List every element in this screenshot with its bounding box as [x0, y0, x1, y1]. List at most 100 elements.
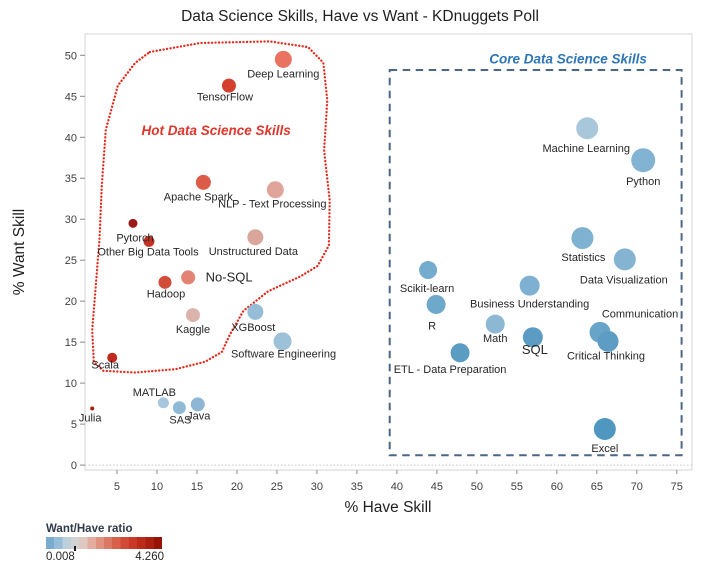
x-tick-label-20: 20 — [231, 481, 243, 493]
point-label-scala: Scala — [91, 360, 119, 372]
x-tick-label-50: 50 — [471, 481, 483, 493]
point-label-hadoop: Hadoop — [147, 288, 186, 300]
legend-max-label: 4.260 — [135, 551, 164, 563]
point-label-communication: Communication — [602, 308, 678, 320]
y-tick-label-0: 0 — [71, 460, 77, 472]
point-label-no-sql: No-SQL — [206, 269, 253, 284]
y-tick-label-35: 35 — [65, 173, 77, 185]
x-tick-label-55: 55 — [511, 481, 523, 493]
bubble-hadoop — [158, 275, 172, 289]
bubble-critical-thinking — [597, 330, 619, 352]
point-label-machine-learning: Machine Learning — [543, 143, 630, 155]
x-tick-label-15: 15 — [191, 481, 203, 493]
point-label-pytorch: Pytorch — [116, 232, 153, 244]
point-label-sas: SAS — [169, 415, 191, 427]
hot-data-science-skills-label: Hot Data Science Skills — [142, 123, 292, 138]
bubble-julia — [90, 406, 95, 411]
bubble-apache-spark — [195, 174, 211, 190]
bubble-scikit-learn — [419, 261, 438, 280]
y-tick-label-15: 15 — [65, 337, 77, 349]
bubble-sql — [522, 327, 543, 348]
point-label-unstructured-data: Unstructured Data — [209, 246, 299, 258]
legend-tick-mark — [73, 546, 76, 551]
bubble-no-sql — [181, 270, 196, 285]
y-tick-label-45: 45 — [65, 91, 77, 103]
bubble-r — [426, 294, 446, 314]
bubble-data-visualization — [613, 248, 636, 271]
point-label-scikit-learn: Scikit-learn — [400, 283, 454, 295]
point-label-excel: Excel — [591, 443, 618, 455]
bubbles-layer — [90, 50, 656, 441]
bubble-tensorflow — [221, 78, 236, 93]
y-axis-label: % Want Skill — [11, 209, 28, 295]
bubble-business-understanding — [519, 275, 540, 296]
hot-data-science-skills-outline — [91, 40, 331, 374]
bubble-software-engineering — [273, 332, 292, 351]
point-label-nlp-text-processing: NLP - Text Processing — [218, 199, 326, 211]
core-data-science-skills-label: Core Data Science Skills — [489, 52, 647, 67]
x-tick-label-75: 75 — [671, 481, 683, 493]
x-tick-label-30: 30 — [311, 481, 323, 493]
plot-frame — [84, 33, 693, 471]
y-tick-label-50: 50 — [65, 50, 77, 62]
bubble-unstructured-data — [247, 229, 264, 246]
region-labels-layer: Hot Data Science Skills Core Data Science… — [142, 52, 648, 138]
color-legend: Want/Have ratio 0.008 4.260 — [46, 523, 164, 563]
point-label-etl-data-preparation: ETL - Data Preparation — [394, 364, 507, 376]
bubble-other-big-data-tools — [143, 235, 155, 247]
bubble-math — [485, 314, 505, 334]
y-tick-label-20: 20 — [65, 296, 77, 308]
point-label-sql: SQL — [522, 342, 548, 357]
axis-ticks-layer: 5 10 15 20 25 30 35 40 45 50 55 60 65 70 75 0 5 10 15 20 25 3… — [65, 50, 683, 493]
bubble-excel — [593, 418, 616, 441]
y-tick-label-25: 25 — [65, 255, 77, 267]
point-label-business-understanding: Business Understanding — [470, 299, 589, 311]
x-tick-label-5: 5 — [114, 481, 120, 493]
x-tick-label-60: 60 — [551, 481, 563, 493]
bubble-xgboost — [247, 303, 264, 320]
bubble-java — [190, 397, 205, 412]
point-label-data-visualization: Data Visualization — [580, 274, 668, 286]
bubble-matlab — [157, 397, 169, 409]
bubble-pytorch — [128, 218, 138, 228]
point-label-other-big-data-tools: Other Big Data Tools — [97, 246, 199, 258]
legend-min-label: 0.008 — [46, 551, 75, 563]
point-label-statistics: Statistics — [561, 252, 606, 264]
region-outlines-layer — [91, 40, 683, 457]
x-tick-label-10: 10 — [151, 481, 163, 493]
x-tick-label-40: 40 — [391, 481, 403, 493]
legend-title: Want/Have ratio — [46, 523, 133, 535]
bubble-machine-learning — [576, 117, 599, 140]
point-label-matlab: MATLAB — [133, 387, 176, 399]
point-label-critical-thinking: Critical Thinking — [567, 350, 645, 362]
y-tick-label-30: 30 — [65, 214, 77, 226]
point-label-julia: Julia — [79, 413, 103, 425]
legend-gradient-bar — [46, 537, 162, 551]
point-label-apache-spark: Apache Spark — [164, 191, 234, 203]
point-label-java: Java — [187, 410, 211, 422]
bubble-nlp-text-processing — [266, 181, 284, 199]
bubble-etl-data-preparation — [450, 343, 470, 363]
bubble-python — [631, 148, 656, 173]
x-tick-label-25: 25 — [271, 481, 283, 493]
x-tick-label-70: 70 — [631, 481, 643, 493]
x-tick-label-35: 35 — [351, 481, 363, 493]
y-tick-label-10: 10 — [65, 378, 77, 390]
bubble-scala — [107, 352, 118, 363]
core-data-science-skills-outline — [388, 69, 683, 457]
bubble-statistics — [571, 227, 594, 250]
point-label-deep-learning: Deep Learning — [247, 68, 319, 80]
legend-range-labels: 0.008 4.260 — [46, 551, 164, 563]
bubble-deep-learning — [274, 50, 292, 68]
point-label-python: Python — [626, 176, 660, 188]
point-label-xgboost: XGBoost — [231, 322, 275, 334]
chart-title: Data Science Skills, Have vs Want - KDnu… — [181, 8, 539, 25]
point-label-kaggle: Kaggle — [176, 324, 210, 336]
x-tick-label-45: 45 — [431, 481, 443, 493]
y-tick-label-5: 5 — [71, 419, 77, 431]
point-label-tensorflow: TensorFlow — [197, 92, 253, 104]
point-label-r: R — [428, 320, 436, 332]
point-label-software-engineering: Software Engineering — [231, 348, 336, 360]
